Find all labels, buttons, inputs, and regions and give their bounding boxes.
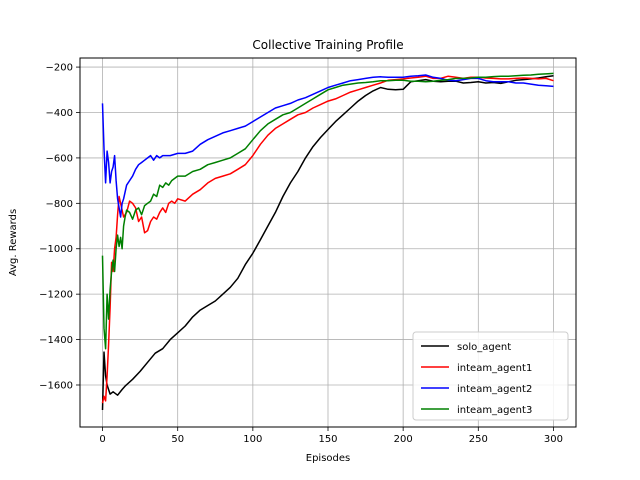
y-tick-label: −1200: [39, 290, 73, 301]
legend-label: inteam_agent3: [457, 405, 532, 416]
y-tick-label: −400: [46, 108, 73, 119]
y-tick-label: −1400: [39, 335, 73, 346]
legend-box: [412, 331, 569, 421]
legend-label: solo_agent: [457, 342, 511, 353]
y-tick-label: −600: [46, 153, 73, 164]
x-axis-label: Episodes: [306, 453, 350, 464]
series-line-inteam-agent3: [101, 72, 554, 350]
x-tick-label: 250: [469, 434, 488, 445]
axis-ticks: 0 50 100 150 200 250 300 −1600 −1400 −1200 −1000 −8…: [39, 63, 563, 445]
x-tick-label: 0: [99, 434, 105, 445]
chart-title: Collective Training Profile: [252, 38, 403, 52]
x-tick-label: 100: [243, 434, 262, 445]
grid: [80, 58, 576, 427]
x-tick-label: 300: [544, 434, 563, 445]
legend-label: inteam_agent2: [457, 384, 532, 395]
series-line-solo-agent: [101, 74, 554, 411]
y-tick-label: −200: [46, 63, 73, 74]
series-line-inteam-agent2: [101, 74, 554, 218]
x-tick-label: 200: [394, 434, 413, 445]
y-tick-label: −1600: [39, 380, 73, 391]
x-tick-label: 150: [318, 434, 337, 445]
series-lines: [101, 72, 554, 411]
x-tick-label: 50: [171, 434, 184, 445]
y-tick-label: −1000: [39, 244, 73, 255]
y-axis-label: Avg. Rewards: [8, 209, 19, 276]
legend-label: inteam_agent1: [457, 363, 532, 374]
legend: solo_agent inteam_agent1 inteam_agent2inte…: [412, 331, 569, 421]
y-tick-label: −800: [46, 199, 73, 210]
